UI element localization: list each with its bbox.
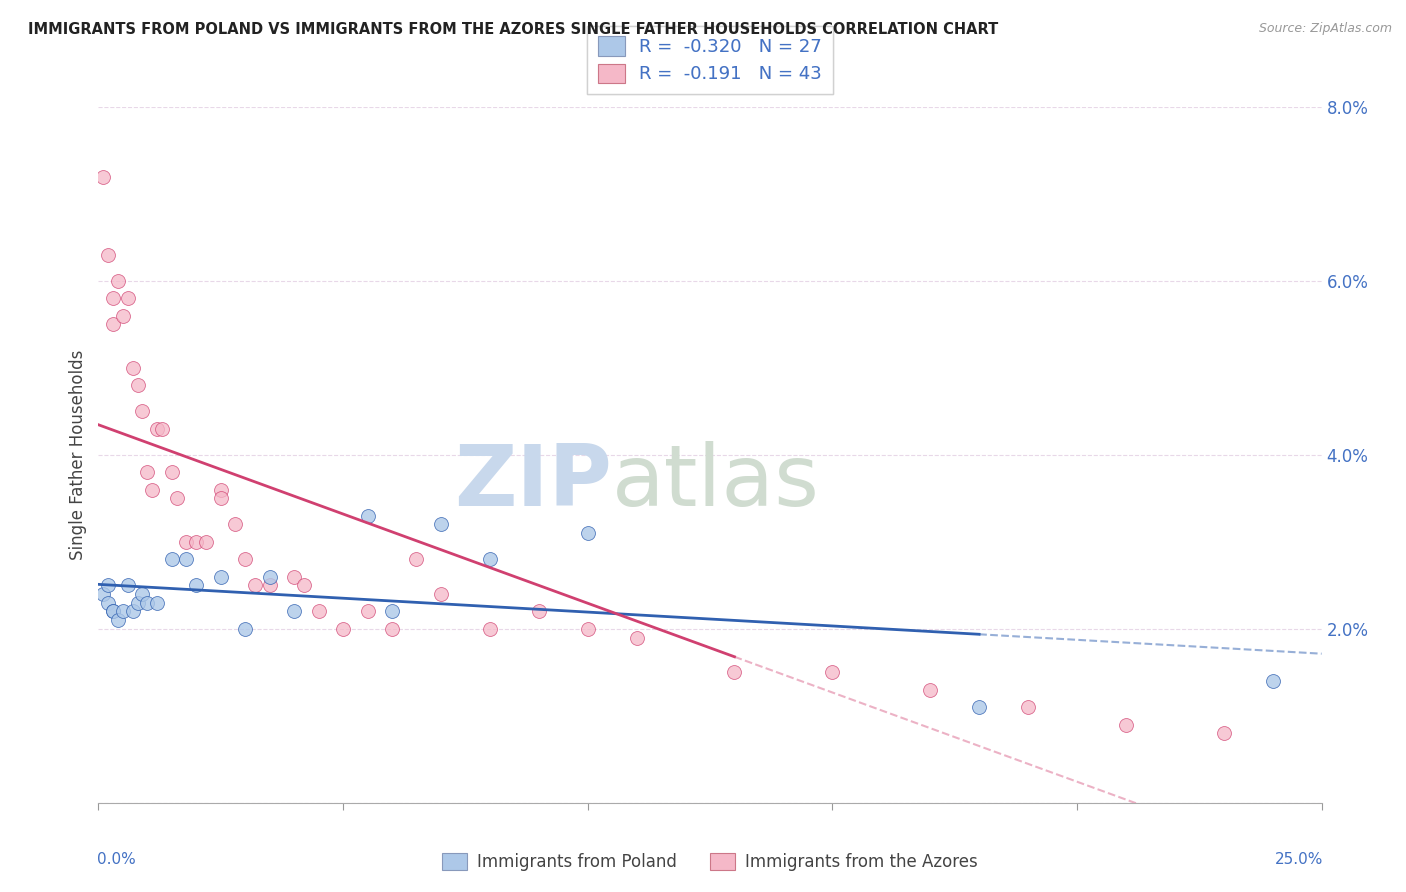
Point [356, 605, 378, 619]
Point [430, 587, 453, 601]
Point [101, 318, 124, 332]
Point [576, 526, 599, 541]
Point [920, 682, 942, 697]
Point [101, 605, 124, 619]
Point [150, 422, 173, 436]
Point [160, 466, 183, 480]
Point [91, 169, 114, 184]
Point [131, 404, 153, 418]
Point [430, 517, 453, 532]
Point [233, 552, 256, 566]
Text: IMMIGRANTS FROM POLAND VS IMMIGRANTS FROM THE AZORES SINGLE FATHER HOUSEHOLDS CO: IMMIGRANTS FROM POLAND VS IMMIGRANTS FRO… [28, 22, 998, 37]
Point [356, 508, 378, 523]
Point [97, 578, 120, 592]
Point [127, 596, 149, 610]
Point [141, 483, 163, 497]
Point [259, 570, 281, 584]
Legend: R =  -0.320   N = 27, R =  -0.191   N = 43: R = -0.320 N = 27, R = -0.191 N = 43 [588, 26, 832, 95]
Point [308, 605, 330, 619]
Point [381, 622, 404, 636]
Text: ZIP: ZIP [454, 442, 612, 524]
Point [121, 605, 143, 619]
Text: atlas: atlas [612, 442, 820, 524]
Point [381, 605, 404, 619]
Point [91, 587, 114, 601]
Point [224, 517, 246, 532]
Text: Source: ZipAtlas.com: Source: ZipAtlas.com [1258, 22, 1392, 36]
Point [626, 631, 648, 645]
Point [117, 578, 139, 592]
Point [176, 535, 198, 549]
Point [478, 622, 501, 636]
Point [195, 535, 218, 549]
Point [131, 587, 153, 601]
Point [101, 291, 124, 305]
Point [186, 578, 208, 592]
Y-axis label: Single Father Households: Single Father Households [69, 350, 87, 560]
Point [146, 422, 169, 436]
Point [107, 613, 129, 627]
Point [1212, 726, 1234, 740]
Point [111, 309, 134, 323]
Text: 25.0%: 25.0% [1274, 852, 1323, 866]
Point [107, 274, 129, 288]
Point [136, 596, 159, 610]
Point [166, 491, 188, 506]
Point [186, 535, 208, 549]
Point [101, 605, 124, 619]
Point [967, 700, 990, 714]
Point [259, 578, 281, 592]
Point [136, 466, 159, 480]
Point [209, 570, 232, 584]
Point [243, 578, 266, 592]
Point [478, 552, 501, 566]
Point [1017, 700, 1039, 714]
Point [1115, 717, 1137, 731]
Point [97, 248, 120, 262]
Point [405, 552, 427, 566]
Point [233, 622, 256, 636]
Point [121, 360, 143, 375]
Point [723, 665, 745, 680]
Point [1261, 674, 1284, 689]
Point [332, 622, 354, 636]
Point [127, 378, 149, 392]
Point [821, 665, 844, 680]
Point [146, 596, 169, 610]
Point [111, 605, 134, 619]
Point [527, 605, 550, 619]
Point [209, 483, 232, 497]
Point [209, 491, 232, 506]
Point [160, 552, 183, 566]
Point [576, 622, 599, 636]
Point [283, 605, 305, 619]
Text: 0.0%: 0.0% [97, 852, 136, 866]
Point [117, 291, 139, 305]
Point [176, 552, 198, 566]
Point [97, 596, 120, 610]
Point [292, 578, 315, 592]
Point [283, 570, 305, 584]
